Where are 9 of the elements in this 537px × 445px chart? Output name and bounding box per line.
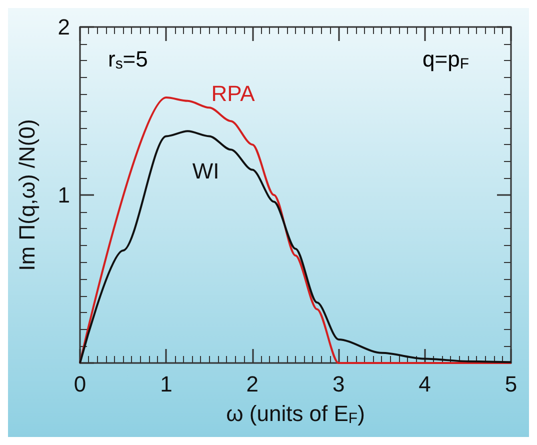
- x-tick-label: 5: [504, 372, 518, 396]
- x-tick-label: 0: [74, 372, 86, 396]
- x-tick-label: 3: [332, 372, 345, 396]
- x-tick-label: 1: [160, 372, 172, 396]
- x-tick-label: 4: [418, 372, 431, 396]
- series-label: WI: [192, 158, 220, 184]
- series-label: RPA: [211, 81, 256, 106]
- y-axis-title: Im Π(q,ω) /N(0): [14, 119, 40, 271]
- x-tick-label: 2: [246, 372, 259, 396]
